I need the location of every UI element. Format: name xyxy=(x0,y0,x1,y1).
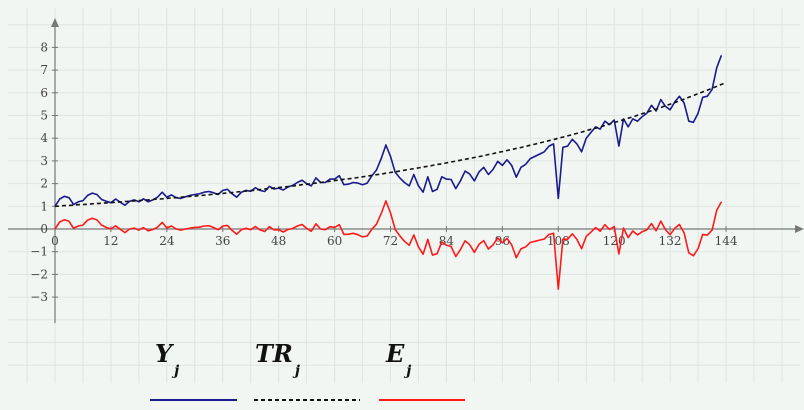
series-lines xyxy=(54,55,727,291)
y-tick-label: 7 xyxy=(40,63,48,77)
y-axis-arrow xyxy=(51,18,59,27)
x-tick-label: 84 xyxy=(439,234,455,248)
legend: Yj TRj Ej xyxy=(150,339,465,401)
legend-label-tr: TRj xyxy=(255,339,300,379)
x-tick-label: 48 xyxy=(271,234,286,248)
series-line-e-j xyxy=(54,200,723,291)
x-axis-arrow xyxy=(795,225,804,233)
x-tick-label: 96 xyxy=(495,234,510,248)
y-tick-label: −2 xyxy=(30,267,48,281)
y-tick-label: 1 xyxy=(40,199,48,213)
y-tick-label: 3 xyxy=(40,154,48,168)
x-tick-label: 36 xyxy=(215,234,230,248)
legend-sub-e: j xyxy=(403,363,411,379)
x-tick-label: 12 xyxy=(103,234,118,248)
x-tick-label: 108 xyxy=(547,234,570,248)
x-tick-label: 72 xyxy=(383,234,398,248)
legend-sub-tr: j xyxy=(292,363,300,379)
x-tick-label: 0 xyxy=(51,234,59,248)
y-tick-label: 2 xyxy=(40,177,48,191)
y-tick-label: −3 xyxy=(30,290,48,304)
y-tick-label: 6 xyxy=(40,86,48,100)
x-tick-label: 24 xyxy=(159,234,175,248)
x-tick-label: 60 xyxy=(327,234,342,248)
legend-label-e: Ej xyxy=(385,339,411,379)
legend-label-y: Yj xyxy=(155,339,179,379)
y-tick-label: 5 xyxy=(40,109,48,123)
x-tick-label: 132 xyxy=(659,234,682,248)
series-line-tr-j xyxy=(54,81,727,208)
y-tick-label: 4 xyxy=(40,131,48,145)
legend-sub-y: j xyxy=(171,363,179,379)
y-tick-label: 8 xyxy=(40,40,48,54)
y-tick-label: −1 xyxy=(30,245,48,259)
y-tick-label: 0 xyxy=(40,222,48,236)
x-tick-label: 144 xyxy=(715,234,738,248)
tick-labels: 0 12 24 36 48 60 72 84 96 108 120 132 144−3−2−101234… xyxy=(30,40,738,304)
